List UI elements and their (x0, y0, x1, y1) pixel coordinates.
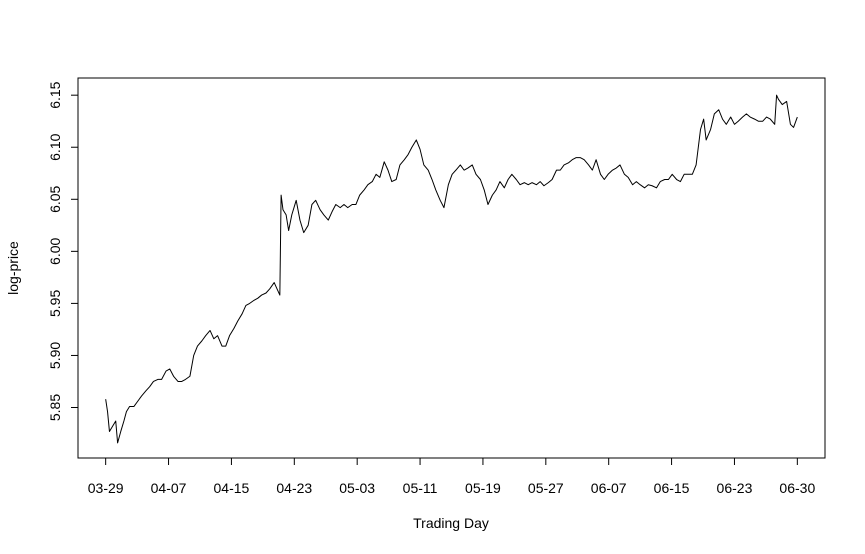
x-tick-label: 05-27 (528, 480, 564, 496)
x-tick-label: 05-03 (339, 480, 375, 496)
x-tick-label: 04-23 (276, 480, 312, 496)
plot-box (77, 77, 826, 459)
x-axis-label: Trading Day (413, 515, 489, 531)
y-tick-label: 6.10 (47, 133, 63, 160)
y-tick-label: 5.85 (47, 394, 63, 421)
x-tick-label: 03-29 (88, 480, 124, 496)
y-tick-label: 5.90 (47, 342, 63, 369)
x-tick-label: 06-07 (591, 480, 627, 496)
y-axis-label: log-price (5, 241, 21, 295)
x-tick-label: 05-11 (403, 480, 438, 496)
y-tick-label: 5.95 (47, 290, 63, 317)
x-tick-label: 04-15 (214, 480, 250, 496)
y-tick-label: 6.15 (47, 81, 63, 108)
price-line (105, 94, 798, 444)
x-tick-label: 04-07 (151, 480, 187, 496)
x-tick-label: 06-30 (779, 480, 815, 496)
x-tick-label: 06-23 (717, 480, 753, 496)
y-tick-label: 6.05 (47, 185, 63, 212)
x-tick-label: 05-19 (465, 480, 501, 496)
y-tick-label: 6.00 (47, 238, 63, 265)
x-tick-label: 06-15 (654, 480, 690, 496)
